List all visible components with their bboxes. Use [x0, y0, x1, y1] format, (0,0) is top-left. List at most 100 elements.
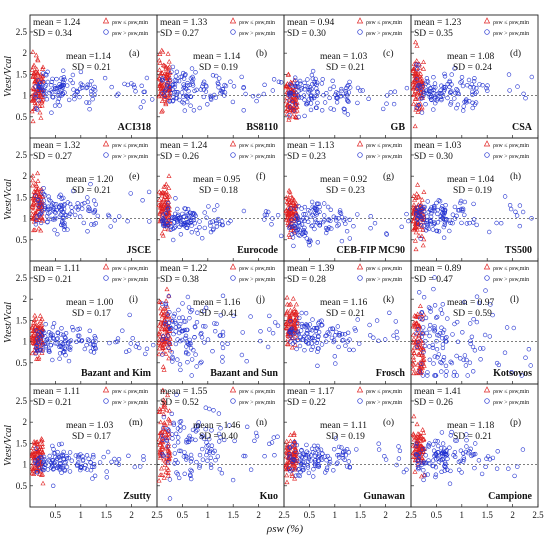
x-tick-label: 1.5 — [228, 510, 240, 520]
blue-point — [128, 341, 134, 346]
blue-point — [166, 428, 172, 433]
blue-point — [421, 350, 426, 355]
blue-point — [406, 218, 411, 224]
red-point — [419, 350, 425, 356]
red-point — [410, 450, 416, 456]
blue-point — [194, 424, 199, 429]
blue-point — [421, 217, 426, 223]
blue-mean-label: mean =1.14 — [66, 52, 111, 62]
blue-point — [66, 346, 72, 351]
red-point — [289, 311, 295, 317]
blue-point — [60, 453, 65, 459]
blue-point — [490, 455, 496, 461]
blue-point — [289, 217, 294, 222]
blue-point — [341, 218, 346, 223]
red-point — [294, 335, 300, 340]
blue-point — [66, 455, 71, 461]
blue-point — [212, 207, 217, 213]
red-point — [160, 406, 166, 411]
blue-point — [431, 442, 436, 447]
legend-blue-label: ρsw > ρsw,min — [239, 31, 275, 37]
blue-point — [178, 321, 183, 327]
red-point — [291, 438, 297, 444]
blue-point — [334, 100, 340, 105]
blue-point — [217, 467, 223, 472]
blue-point — [197, 465, 202, 470]
blue-point — [87, 106, 92, 112]
blue-point — [197, 463, 203, 468]
blue-point — [38, 347, 44, 352]
blue-point — [164, 83, 170, 88]
blue-point — [417, 82, 422, 88]
red-point — [293, 114, 299, 119]
blue-point — [42, 465, 47, 470]
blue-point — [53, 85, 58, 91]
red-point — [284, 325, 290, 330]
blue-point — [270, 88, 275, 93]
blue-point — [53, 341, 58, 346]
blue-point — [317, 220, 323, 226]
blue-point — [332, 354, 337, 359]
red-sd-label: SD = 0.52 — [160, 398, 199, 408]
blue-point — [392, 89, 398, 94]
red-point — [420, 345, 426, 351]
red-point — [38, 190, 44, 196]
blue-point — [326, 217, 331, 222]
blue-point — [401, 469, 407, 475]
blue-point — [40, 348, 45, 353]
blue-point — [308, 239, 313, 244]
blue-point — [194, 364, 199, 369]
blue-point — [309, 335, 315, 341]
legend-blue-label: ρsw > ρsw,min — [239, 277, 275, 283]
blue-point — [112, 456, 117, 462]
blue-point — [241, 453, 246, 459]
blue-point — [52, 215, 58, 221]
blue-point — [170, 354, 175, 360]
blue-point — [325, 453, 330, 459]
blue-point — [443, 339, 448, 344]
blue-point — [293, 216, 298, 222]
legend-blue-label: ρsw > ρsw,min — [366, 400, 402, 406]
blue-point — [187, 337, 192, 343]
blue-point — [52, 459, 58, 464]
blue-point — [425, 199, 430, 204]
blue-point — [351, 347, 356, 353]
blue-point — [431, 87, 437, 93]
code-name: Zsutty — [123, 491, 151, 502]
blue-point — [327, 86, 333, 92]
blue-point — [267, 327, 272, 332]
blue-point — [471, 78, 477, 84]
blue-point — [186, 439, 191, 444]
blue-point — [423, 453, 428, 458]
red-point — [416, 369, 423, 375]
blue-point — [528, 363, 533, 368]
blue-point — [426, 305, 432, 310]
blue-point — [509, 370, 514, 375]
blue-point — [335, 95, 340, 100]
red-point — [159, 446, 165, 452]
blue-point — [316, 346, 321, 351]
blue-point — [418, 214, 424, 220]
red-point — [34, 467, 40, 473]
blue-point — [381, 106, 386, 112]
blue-point — [366, 96, 371, 102]
blue-point — [216, 85, 221, 90]
blue-point — [65, 227, 70, 232]
blue-point — [298, 328, 304, 333]
red-point — [410, 332, 416, 337]
blue-point — [160, 91, 165, 96]
blue-point — [433, 465, 439, 470]
blue-point — [437, 199, 443, 204]
red-point — [412, 469, 418, 474]
blue-point — [215, 454, 221, 459]
blue-point — [439, 311, 445, 316]
blue-point — [421, 223, 426, 229]
red-point — [156, 197, 162, 202]
blue-point — [226, 220, 231, 226]
blue-point — [420, 447, 425, 452]
blue-point — [203, 427, 208, 432]
red-point — [38, 92, 44, 98]
blue-point — [420, 206, 425, 212]
points — [283, 294, 400, 368]
red-point — [286, 117, 292, 122]
